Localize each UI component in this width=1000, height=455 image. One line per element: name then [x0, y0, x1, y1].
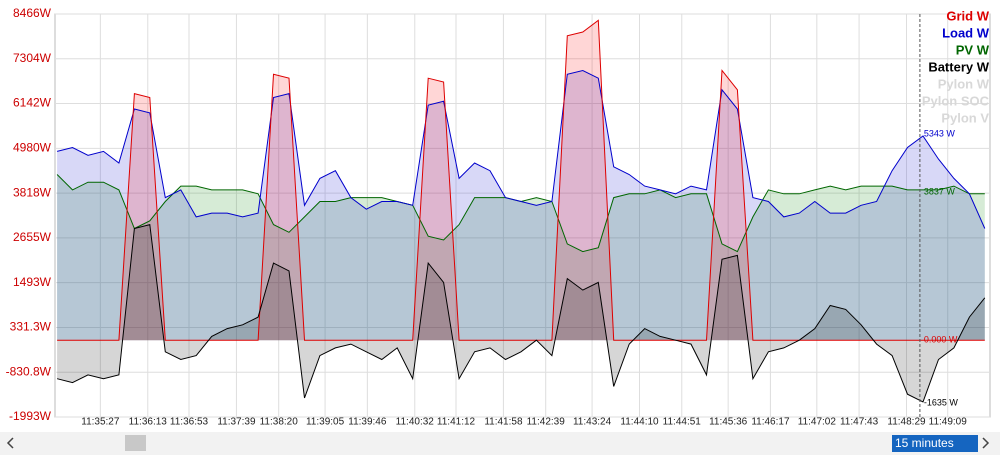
y-tick-label: 331.3W	[10, 320, 52, 334]
scroll-left[interactable]	[6, 437, 14, 449]
cursor-value: -1635 W	[924, 398, 959, 408]
plot-area	[54, 13, 991, 418]
cursor-value: 0.000 W	[924, 335, 958, 345]
legend-entry-hidden[interactable]: Pylon W	[938, 76, 990, 91]
y-tick-label: 1493W	[13, 275, 52, 289]
x-tick-label: 11:43:24	[573, 417, 612, 428]
series-line	[57, 19, 985, 341]
series-area	[57, 20, 985, 341]
series-line	[56, 69, 986, 229]
legend-entry[interactable]: PV W	[956, 42, 990, 57]
grid: 8466W 7304W 6142W 4980W 3818W 2655W 1493W 331.3…	[6, 6, 991, 428]
x-tick-label: 11:39:05	[306, 417, 345, 428]
scroll-right[interactable]	[982, 437, 990, 449]
x-tick-label: 11:45:36	[709, 417, 748, 428]
y-tick-label: 2655W	[13, 230, 52, 244]
x-tick-label: 11:48:29	[887, 417, 926, 428]
x-tick-label: 11:41:58	[484, 417, 523, 428]
x-tick-label: 11:47:43	[840, 417, 879, 428]
y-tick-label: -1993W	[9, 409, 52, 423]
y-tick-label: 4980W	[13, 140, 52, 154]
range-select-label[interactable]: 15 minutes	[895, 436, 954, 450]
x-tick-label: 11:39:46	[348, 417, 387, 428]
x-tick-label: 11:44:10	[620, 417, 659, 428]
lines	[56, 19, 986, 403]
range-select[interactable]	[892, 435, 978, 452]
y-tick-label: 8466W	[13, 6, 52, 20]
y-tick-label: -830.8W	[6, 364, 52, 378]
x-tick-label: 11:38:20	[260, 417, 299, 428]
series-area	[57, 224, 985, 402]
overlay: 5343 W 3837 W 0.000 W -1635 W Grid W Load W PV…	[919, 8, 990, 417]
y-tick-label: 6142W	[13, 96, 52, 110]
legend-entry[interactable]: Load W	[942, 25, 990, 40]
y-tick-label: 7304W	[13, 51, 52, 65]
x-tick-label: 11:40:32	[396, 417, 435, 428]
x-tick-label: 11:49:09	[929, 417, 968, 428]
legend-entry[interactable]: Grid W	[946, 8, 989, 23]
legend-entry-hidden[interactable]: Pylon SOC	[922, 93, 990, 108]
cursor-value: 3837 W	[924, 187, 956, 197]
x-tick-label: 11:42:39	[527, 417, 566, 428]
x-tick-label: 11:46:17	[751, 417, 790, 428]
scroll-thumb[interactable]	[125, 435, 146, 451]
series-area	[57, 174, 985, 341]
x-tick-label: 11:36:53	[170, 417, 209, 428]
scrollbar[interactable]	[0, 432, 1000, 455]
legend-entry[interactable]: Battery W	[928, 59, 989, 74]
x-tick-label: 11:35:27	[81, 417, 120, 428]
legend-entry-hidden[interactable]: Pylon V	[941, 110, 989, 125]
x-tick-label: 11:36:13	[129, 417, 168, 428]
x-tick-label: 11:41:12	[437, 417, 476, 428]
y-tick-label: 3818W	[13, 185, 52, 199]
x-tick-label: 11:47:02	[798, 417, 837, 428]
x-tick-label: 11:37:39	[217, 417, 256, 428]
cursor-value: 5343 W	[924, 129, 956, 139]
x-tick-label: 11:44:51	[663, 417, 702, 428]
series-line	[56, 223, 986, 403]
